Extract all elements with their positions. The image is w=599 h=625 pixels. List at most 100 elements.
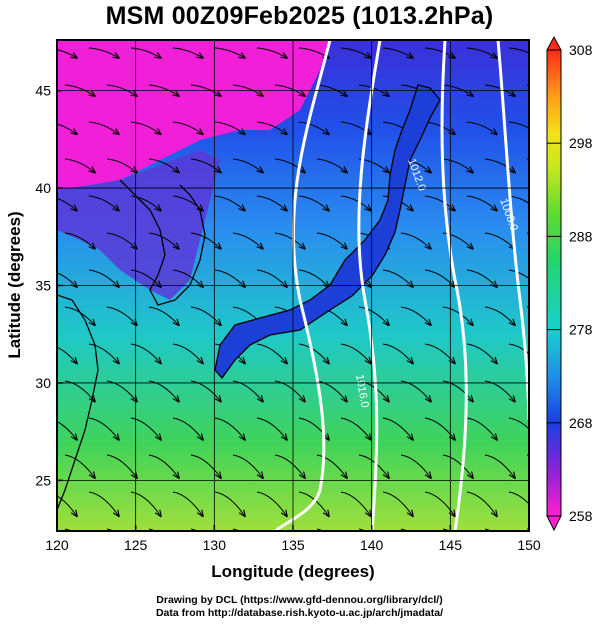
streamline bbox=[316, 528, 325, 531]
isobar-line bbox=[440, 40, 468, 531]
streamline bbox=[57, 49, 77, 58]
streamline bbox=[214, 121, 245, 134]
streamline bbox=[466, 343, 497, 364]
streamline bbox=[106, 158, 137, 173]
streamline bbox=[106, 232, 137, 249]
streamline bbox=[340, 121, 371, 134]
streamline bbox=[358, 84, 389, 96]
streamline bbox=[88, 269, 119, 287]
streamline bbox=[148, 158, 179, 173]
x-tick-label: 130 bbox=[203, 537, 227, 553]
streamline bbox=[424, 343, 455, 364]
streamline bbox=[214, 491, 245, 516]
streamline bbox=[442, 306, 473, 325]
streamline bbox=[358, 528, 367, 531]
streamline bbox=[466, 195, 497, 211]
y-tick-label: 40 bbox=[35, 180, 51, 196]
streamline bbox=[340, 195, 371, 211]
streamline bbox=[298, 195, 329, 211]
streamline bbox=[148, 528, 157, 531]
streamline bbox=[64, 232, 95, 249]
streamline bbox=[148, 232, 179, 249]
streamline bbox=[57, 272, 77, 287]
streamline bbox=[64, 84, 95, 96]
streamline bbox=[232, 454, 263, 478]
colorbar-max-arrow bbox=[546, 35, 562, 51]
streamline bbox=[148, 380, 179, 402]
streamline bbox=[382, 491, 413, 516]
streamline bbox=[232, 528, 241, 531]
streamline bbox=[400, 380, 431, 402]
streamline bbox=[57, 420, 77, 440]
streamline bbox=[148, 84, 179, 96]
streamline bbox=[442, 84, 473, 96]
streamline bbox=[57, 495, 77, 516]
streamline bbox=[466, 269, 497, 287]
streamline bbox=[382, 47, 413, 58]
streamline bbox=[88, 491, 119, 516]
streamline bbox=[172, 343, 203, 364]
streamline bbox=[424, 269, 455, 287]
streamline bbox=[274, 454, 305, 478]
streamline bbox=[382, 343, 413, 364]
streamline bbox=[508, 417, 529, 430]
streamline bbox=[484, 232, 515, 249]
streamline bbox=[88, 343, 119, 364]
streamline bbox=[256, 195, 287, 211]
streamline bbox=[274, 380, 305, 402]
streamline bbox=[57, 346, 77, 364]
streamline bbox=[382, 269, 413, 287]
streamline bbox=[214, 195, 245, 211]
colorbar: 308 298 288 278 268 258 bbox=[546, 35, 593, 532]
streamline bbox=[172, 195, 203, 211]
streamline bbox=[88, 47, 119, 58]
y-axis-label: Latitude (degrees) bbox=[5, 211, 24, 358]
streamline bbox=[256, 417, 287, 440]
streamline bbox=[484, 306, 515, 325]
streamline bbox=[57, 123, 77, 134]
streamline bbox=[316, 158, 347, 173]
streamline bbox=[130, 269, 161, 287]
streamline bbox=[64, 454, 95, 478]
streamline bbox=[232, 232, 263, 249]
credit-data: Data from http://database.rish.kyoto-u.a… bbox=[155, 607, 444, 619]
streamline bbox=[274, 84, 305, 96]
streamline bbox=[106, 84, 137, 96]
streamline bbox=[130, 491, 161, 516]
cool-land-region bbox=[57, 150, 220, 300]
streamline bbox=[148, 306, 179, 325]
streamline bbox=[256, 343, 287, 364]
streamline bbox=[382, 417, 413, 440]
streamline bbox=[442, 232, 473, 249]
colorbar-tick-label: 298 bbox=[569, 135, 593, 151]
streamline bbox=[172, 47, 203, 58]
streamline bbox=[214, 269, 245, 287]
streamline bbox=[340, 343, 371, 364]
streamline bbox=[190, 380, 221, 402]
streamline bbox=[358, 454, 389, 478]
streamline bbox=[274, 232, 305, 249]
x-tick-label: 125 bbox=[124, 537, 148, 553]
streamline bbox=[88, 121, 119, 134]
colorbar-tick-label: 268 bbox=[569, 415, 593, 431]
streamline bbox=[400, 528, 409, 531]
streamline bbox=[172, 417, 203, 440]
y-axis-ticks: 25 30 35 40 45 bbox=[35, 83, 63, 488]
streamline bbox=[340, 417, 371, 440]
streamline bbox=[400, 454, 431, 478]
streamline bbox=[214, 47, 245, 58]
streamline bbox=[442, 380, 473, 402]
streamline bbox=[106, 380, 137, 402]
streamline bbox=[214, 417, 245, 440]
streamline bbox=[298, 417, 329, 440]
streamline bbox=[88, 195, 119, 211]
streamline bbox=[400, 232, 431, 249]
streamline bbox=[190, 84, 221, 96]
streamline bbox=[190, 306, 221, 325]
streamline bbox=[358, 306, 389, 325]
streamline bbox=[316, 232, 347, 249]
isobar-line bbox=[496, 40, 529, 421]
streamline bbox=[316, 454, 347, 478]
streamline bbox=[274, 158, 305, 173]
isobar-line bbox=[357, 40, 382, 531]
